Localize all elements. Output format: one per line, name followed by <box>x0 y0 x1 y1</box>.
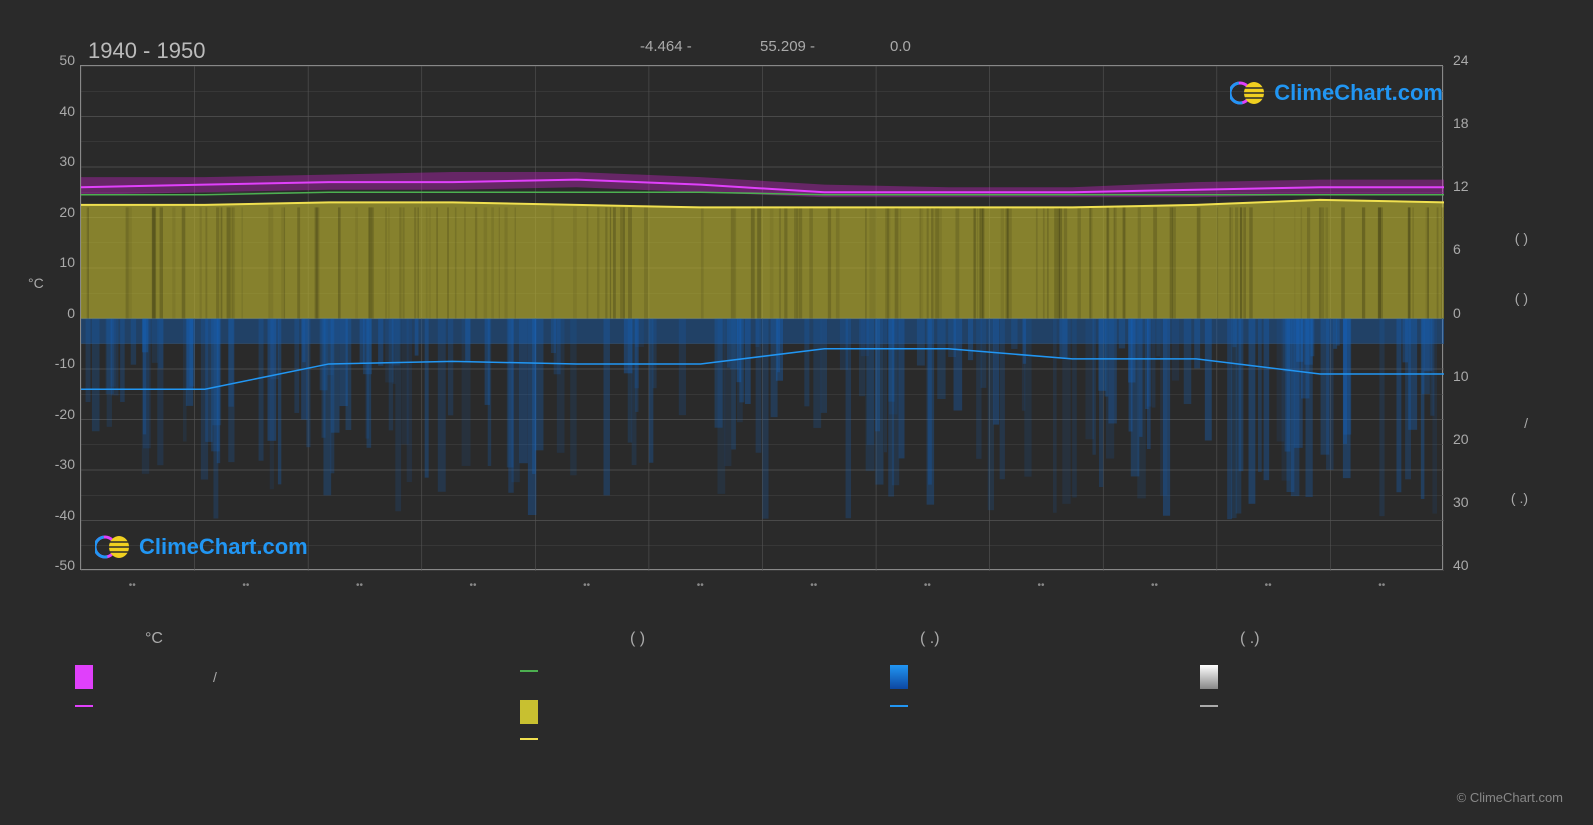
legend-col2-header: ( ) <box>630 630 645 648</box>
y-tick-right: 6 <box>1453 241 1488 257</box>
y-tick-left: 0 <box>40 305 75 321</box>
header-val-1: -4.464 - <box>640 38 692 55</box>
swatch-white <box>1200 665 1218 689</box>
legend-col3-header: ( .) <box>920 630 940 648</box>
y-tick-right: 0 <box>1453 305 1488 321</box>
x-tick: •• <box>583 580 590 591</box>
swatch-yellow-line <box>520 738 538 740</box>
legend-item-yellow-box <box>520 700 538 724</box>
chart-plot-area <box>80 65 1443 570</box>
legend-item-white-line <box>1200 705 1218 707</box>
y-tick-left: -40 <box>40 507 75 523</box>
header-val-3: 0.0 <box>890 38 911 55</box>
right-label-1: ( ) <box>1515 230 1528 246</box>
watermark-top: ClimeChart.com <box>1230 78 1443 108</box>
swatch-white-line <box>1200 705 1218 707</box>
y-tick-right: 10 <box>1453 368 1488 384</box>
right-label-2: ( ) <box>1515 290 1528 306</box>
y-axis-right: 2418126010203040 <box>1453 60 1488 575</box>
x-tick: •• <box>129 580 136 591</box>
legend-col4-header: ( .) <box>1240 630 1260 648</box>
climechart-logo-icon <box>1230 78 1266 108</box>
y-axis-left: 50403020100-10-20-30-40-50 <box>40 60 75 575</box>
swatch-blue-line <box>890 705 908 707</box>
x-tick: •• <box>697 580 704 591</box>
x-axis: •• •• •• •• •• •• •• •• •• •• •• •• <box>80 580 1443 600</box>
x-tick: •• <box>924 580 931 591</box>
y-tick-right: 20 <box>1453 431 1488 447</box>
legend-col1-header: °C <box>145 630 163 648</box>
legend-item-blue-box <box>890 665 908 689</box>
legend-item-magenta-box: / <box>75 665 217 689</box>
y-tick-right: 24 <box>1453 52 1488 68</box>
legend-item-magenta-line <box>75 705 93 707</box>
y-tick-right: 40 <box>1453 557 1488 573</box>
swatch-magenta-line <box>75 705 93 707</box>
chart-svg <box>81 66 1444 571</box>
swatch-blue <box>890 665 908 689</box>
copyright: © ClimeChart.com <box>1457 790 1563 805</box>
x-tick: •• <box>1037 580 1044 591</box>
legend-item-yellow-line <box>520 738 538 740</box>
y-tick-left: 30 <box>40 153 75 169</box>
y-tick-right: 18 <box>1453 115 1488 131</box>
x-tick: •• <box>470 580 477 591</box>
watermark-text: ClimeChart.com <box>1274 80 1443 106</box>
watermark-text: ClimeChart.com <box>139 534 308 560</box>
y-tick-left: 20 <box>40 204 75 220</box>
right-label-4: ( .) <box>1511 490 1528 506</box>
y-tick-left: 40 <box>40 103 75 119</box>
x-tick: •• <box>242 580 249 591</box>
chart-title: 1940 - 1950 <box>88 38 205 64</box>
header-val-2: 55.209 - <box>760 38 815 55</box>
y-tick-left: -10 <box>40 355 75 371</box>
y-tick-left: 10 <box>40 254 75 270</box>
x-tick: •• <box>1151 580 1158 591</box>
y-tick-left: -50 <box>40 557 75 573</box>
y-tick-left: 50 <box>40 52 75 68</box>
x-tick: •• <box>1378 580 1385 591</box>
y-tick-left: -20 <box>40 406 75 422</box>
swatch-green-line <box>520 670 538 672</box>
legend-item-blue-line <box>890 705 908 707</box>
climechart-logo-icon <box>95 532 131 562</box>
swatch-yellow <box>520 700 538 724</box>
y-tick-right: 12 <box>1453 178 1488 194</box>
y-tick-right: 30 <box>1453 494 1488 510</box>
x-tick: •• <box>810 580 817 591</box>
swatch-magenta <box>75 665 93 689</box>
legend-item-green-line <box>520 670 538 672</box>
right-label-3: / <box>1524 415 1528 431</box>
watermark-bottom: ClimeChart.com <box>95 532 308 562</box>
y-tick-left: -30 <box>40 456 75 472</box>
x-tick: •• <box>1265 580 1272 591</box>
legend-item-white-box <box>1200 665 1218 689</box>
x-tick: •• <box>356 580 363 591</box>
